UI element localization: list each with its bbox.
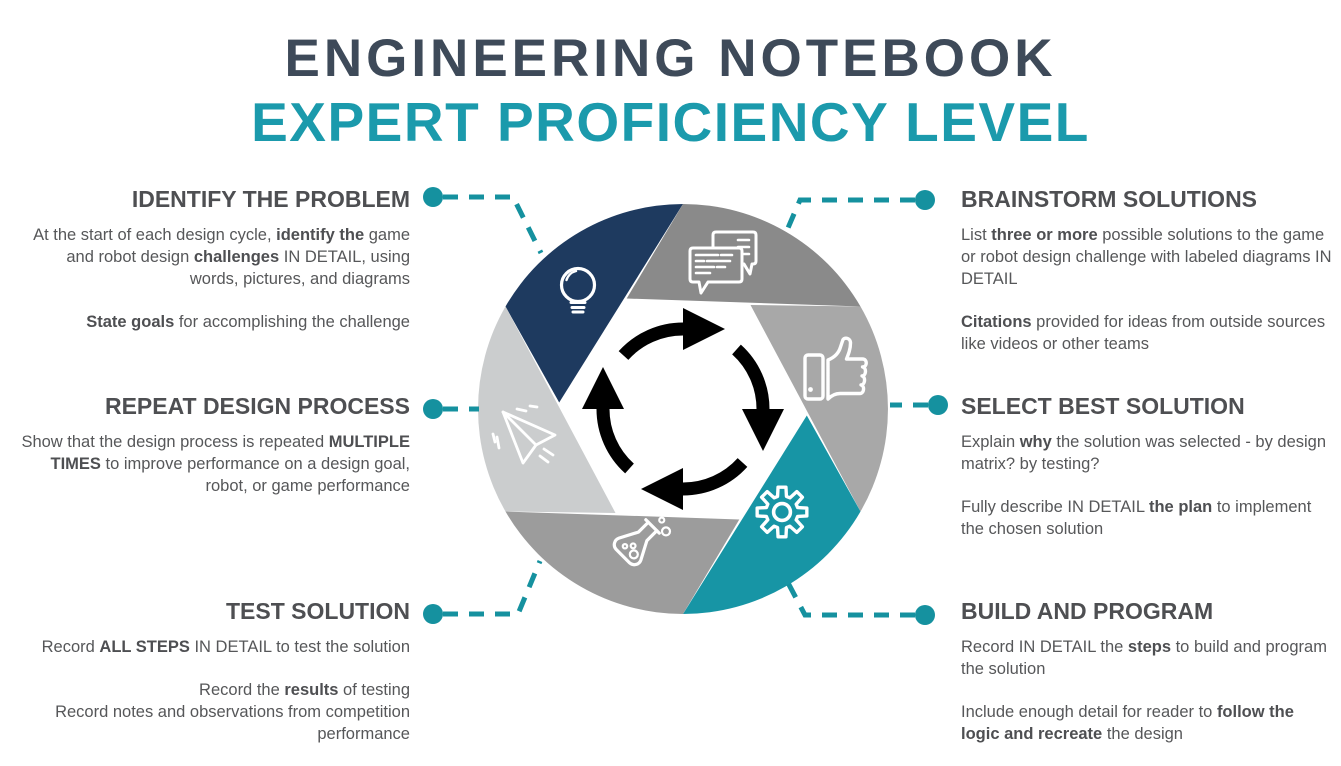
section-test-solution: TEST SOLUTION Record ALL STEPS IN DETAIL… [18,598,410,745]
section-body-paragraph: Include enough detail for reader to foll… [961,703,1294,743]
section-title: BUILD AND PROGRAM [961,598,1214,624]
section-brainstorm-solutions: BRAINSTORM SOLUTIONS List three or more … [961,186,1333,355]
section-body-paragraph: Record ALL STEPS IN DETAIL to test the s… [41,638,410,656]
section-build-and-program: BUILD AND PROGRAM Record IN DETAIL the s… [961,598,1333,745]
gear-icon [755,485,809,539]
section-title: TEST SOLUTION [226,598,410,624]
connector-dot [423,399,443,419]
thumbs-up-icon [803,336,868,401]
page-subtitle: EXPERT PROFICIENCY LEVEL [251,91,1090,153]
section-body-paragraph: Fully describe IN DETAIL the plan to imp… [961,498,1312,538]
design-cycle-diagram [478,204,888,614]
section-body-paragraph: Record IN DETAIL the steps to build and … [961,638,1327,678]
lightbulb-icon [559,266,597,314]
aperture-blade-repeat [478,306,616,513]
aperture-blade-identify [505,204,683,403]
connector-dot [423,604,443,624]
section-body-paragraph: List three or more possible solutions to… [961,226,1332,288]
aperture-blade-select [750,305,888,512]
connector-dot [928,395,948,415]
connector-dot [423,187,443,207]
section-title: SELECT BEST SOLUTION [961,393,1245,419]
section-title: IDENTIFY THE PROBLEM [131,186,410,212]
section-body-paragraph: Explain why the solution was selected - … [961,433,1327,473]
section-body-paragraph: Show that the design process is repeated… [21,433,410,495]
section-body-paragraph: Citations provided for ideas from outsid… [961,313,1326,353]
section-title: REPEAT DESIGN PROCESS [104,393,410,419]
section-body-paragraph: At the start of each design cycle, ident… [33,226,410,288]
page-title: ENGINEERING NOTEBOOK [284,29,1057,88]
cycle-arrows-icon [582,308,784,510]
section-body-paragraph: Record the results of testing Record note… [55,681,410,743]
flask-icon [612,516,672,567]
chat-bubbles-icon [688,230,758,295]
section-title: BRAINSTORM SOLUTIONS [961,186,1258,212]
connector-dot [915,190,935,210]
aperture-blade-build [683,415,861,614]
aperture-blade-test [505,511,740,614]
paper-plane-icon [491,404,557,465]
section-identify-the-problem: IDENTIFY THE PROBLEM At the start of eac… [18,186,410,333]
connector-dot [915,605,935,625]
section-select-best-solution: SELECT BEST SOLUTION Explain why the sol… [961,393,1333,540]
section-repeat-design-process: REPEAT DESIGN PROCESS Show that the desi… [18,393,410,497]
section-body-paragraph: State goals for accomplishing the challe… [86,313,410,331]
